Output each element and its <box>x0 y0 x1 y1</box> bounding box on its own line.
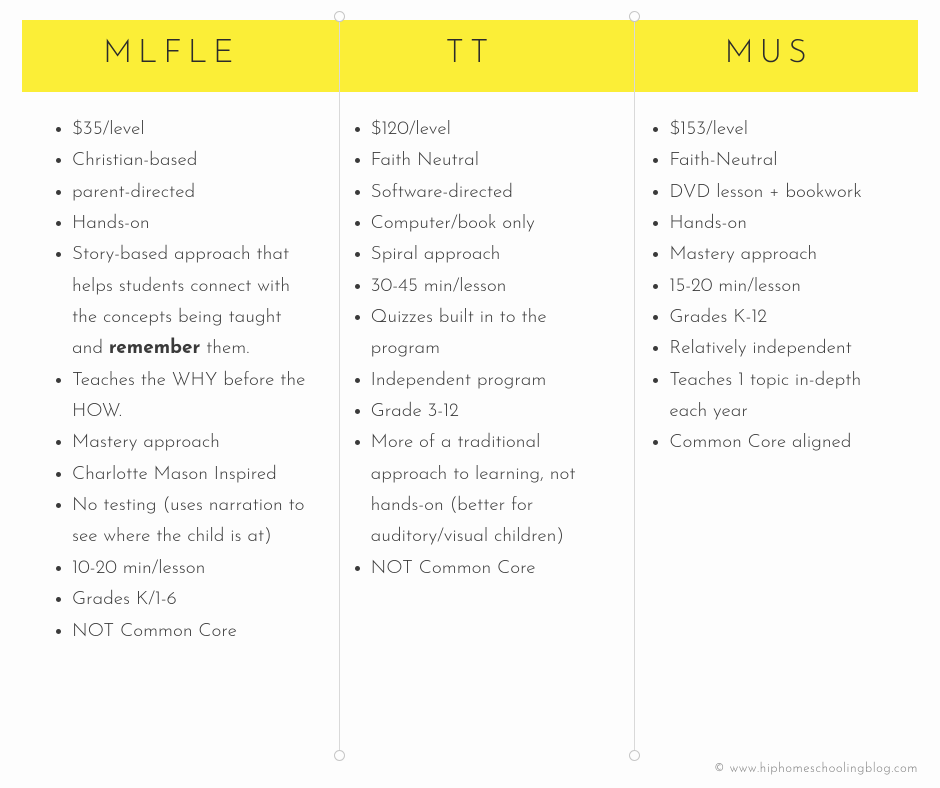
list-mus: $153/levelFaith-NeutralDVD lesson + book… <box>647 114 904 459</box>
list-item: Faith-Neutral <box>669 145 904 176</box>
list-item: Mastery approach <box>72 427 307 458</box>
list-item: Grade 3-12 <box>371 396 606 427</box>
list-mlfle: $35/levelChristian-basedparent-directedH… <box>50 114 307 647</box>
list-item: Computer/book only <box>371 208 606 239</box>
column-header-mlfle: MLFLE <box>22 20 321 92</box>
list-item: Relatively independent <box>669 333 904 364</box>
list-item: Mastery approach <box>669 239 904 270</box>
column-divider-right <box>634 16 635 756</box>
list-item: 10-20 min/lesson <box>72 553 307 584</box>
header-row: MLFLE TT MUS <box>22 20 918 92</box>
list-item: Hands-on <box>72 208 307 239</box>
list-item: 15-20 min/lesson <box>669 271 904 302</box>
list-item: parent-directed <box>72 177 307 208</box>
list-item: $120/level <box>371 114 606 145</box>
list-item: NOT Common Core <box>371 553 606 584</box>
list-item: Independent program <box>371 365 606 396</box>
list-item: Common Core aligned <box>669 427 904 458</box>
list-item: Teaches the WHY before the HOW. <box>72 365 307 428</box>
body-row: $35/levelChristian-basedparent-directedH… <box>22 92 918 657</box>
footer-credit: © www.hiphomeschoolingblog.com <box>714 763 918 776</box>
list-item: Faith Neutral <box>371 145 606 176</box>
list-item: More of a traditional approach to learni… <box>371 427 606 552</box>
list-item: Christian-based <box>72 145 307 176</box>
list-item: NOT Common Core <box>72 616 307 647</box>
column-body-mlfle: $35/levelChristian-basedparent-directedH… <box>22 92 321 657</box>
list-item: 30-45 min/lesson <box>371 271 606 302</box>
list-item: $153/level <box>669 114 904 145</box>
list-item: Teaches 1 topic in-depth each year <box>669 365 904 428</box>
list-item: Spiral approach <box>371 239 606 270</box>
column-divider-left <box>339 16 340 756</box>
list-item: DVD lesson + bookwork <box>669 177 904 208</box>
list-item: $35/level <box>72 114 307 145</box>
list-item: Charlotte Mason Inspired <box>72 459 307 490</box>
list-item: Quizzes built in to the program <box>371 302 606 365</box>
list-item: Grades K/1-6 <box>72 584 307 615</box>
column-body-mus: $153/levelFaith-NeutralDVD lesson + book… <box>619 92 918 657</box>
list-item: Story-based approach that helps students… <box>72 239 307 364</box>
list-item: Hands-on <box>669 208 904 239</box>
list-item: Grades K-12 <box>669 302 904 333</box>
list-item: Software-directed <box>371 177 606 208</box>
column-header-tt: TT <box>321 20 620 92</box>
column-header-mus: MUS <box>619 20 918 92</box>
list-item: No testing (uses narration to see where … <box>72 490 307 553</box>
list-tt: $120/levelFaith NeutralSoftware-directed… <box>349 114 606 584</box>
column-body-tt: $120/levelFaith NeutralSoftware-directed… <box>321 92 620 657</box>
